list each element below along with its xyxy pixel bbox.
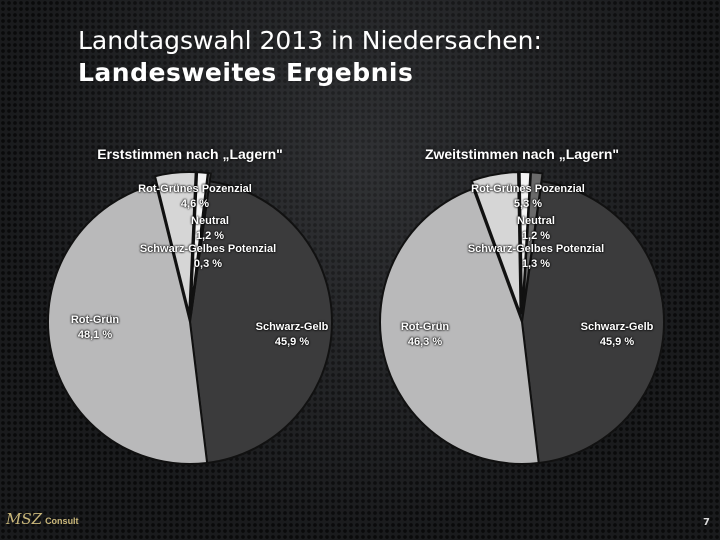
pie-slice-rot-gr-nes-pozenzial: [470, 171, 522, 315]
label-rot-gruen: Rot-Grün 46,3 %: [400, 321, 450, 348]
page-number: 7: [703, 517, 710, 528]
label-schwarz-gelb: Schwarz-Gelb 45,9 %: [255, 321, 329, 348]
pie-slice-schwarz-gelbes-potenzial: [190, 171, 212, 315]
slide-title-line1: Landtagswahl 2013 in Niedersachen:: [78, 26, 542, 55]
pie-slice-schwarz-gelb: [188, 180, 333, 465]
slide-title-line2: Landesweites Ergebnis: [78, 58, 414, 87]
pie-slice-schwarz-gelbes-potenzial: [521, 171, 544, 315]
label-schwarz-gelbes-potenzial: Schwarz-Gelbes Potenzial 0,3 %: [139, 243, 277, 270]
label-schwarz-gelb: Schwarz-Gelb 45,9 %: [580, 321, 654, 348]
msz-consult-logo: MSZ Consult: [6, 510, 79, 528]
label-neutral: Neutral 1,2 %: [517, 215, 555, 242]
chart-title-erststimmen: Erststimmen nach „Lagern": [97, 146, 283, 162]
label-rot-gruenes-potenzial: Rot-Grünes Pozenzial 5,3 %: [471, 183, 585, 210]
pie-slice-rot-gr-nes-pozenzial: [153, 171, 197, 315]
label-rot-gruen: Rot-Grün 48,1 %: [70, 314, 120, 341]
chart-title-zweitstimmen: Zweitstimmen nach „Lagern": [424, 146, 620, 162]
label-rot-gruenes-potenzial: Rot-Grünes Pozenzial 4,6 %: [138, 183, 252, 210]
label-neutral: Neutral 1,2 %: [191, 215, 229, 242]
pie-slice-schwarz-gelb: [520, 180, 665, 465]
label-schwarz-gelbes-potenzial: Schwarz-Gelbes Potenzial 1,3 %: [467, 243, 605, 270]
pie-slice-rot-gr-n: [47, 182, 209, 465]
pie-slice-rot-gr-n: [379, 187, 540, 465]
